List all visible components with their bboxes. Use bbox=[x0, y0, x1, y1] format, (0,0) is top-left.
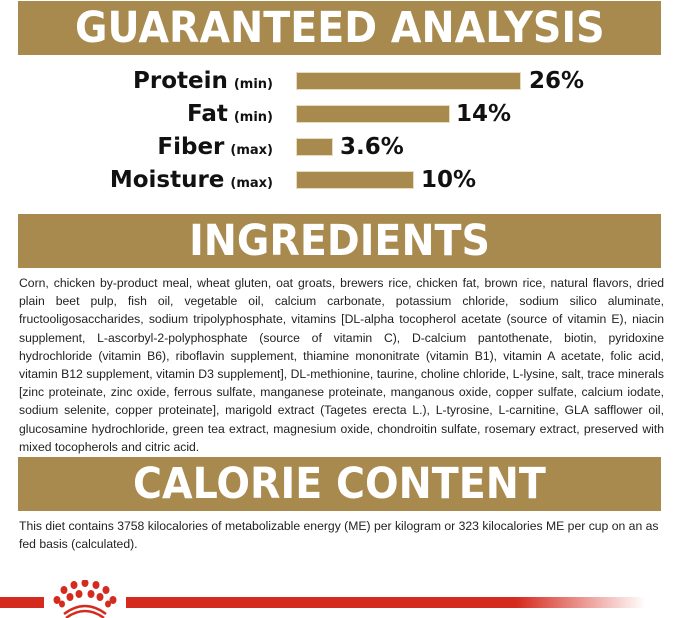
analysis-bar bbox=[296, 138, 333, 156]
nutrient-name: Fiber bbox=[157, 134, 225, 160]
analysis-bar bbox=[296, 72, 521, 90]
brand-line-right bbox=[126, 597, 646, 608]
nutrient-qualifier: (max) bbox=[230, 143, 273, 158]
nutrient-name: Fat bbox=[186, 101, 228, 127]
brand-line-left bbox=[0, 597, 44, 608]
guaranteed-analysis-header: GUARANTEED ANALYSIS bbox=[18, 1, 661, 55]
nutrient-qualifier: (min) bbox=[233, 110, 273, 125]
calorie-content-text: This diet contains 3758 kilocalories of … bbox=[19, 519, 659, 552]
analysis-bar bbox=[296, 105, 450, 123]
calorie-content-header: CALORIE CONTENT bbox=[18, 457, 661, 511]
nutrient-value: 10% bbox=[421, 167, 477, 193]
analysis-bar bbox=[296, 171, 414, 189]
analysis-row-protein: Protein (min) 26% bbox=[0, 66, 679, 96]
nutrient-name: Moisture bbox=[109, 167, 225, 193]
ingredients-text: Corn, chicken by-product meal, wheat glu… bbox=[19, 276, 664, 454]
nutrient-value: 14% bbox=[456, 101, 512, 127]
nutrient-name: Protein bbox=[133, 68, 228, 94]
ingredients-header: INGREDIENTS bbox=[18, 214, 661, 268]
analysis-row-fat: Fat (min) 14% bbox=[0, 99, 679, 129]
royal-canin-crown-icon bbox=[53, 580, 117, 618]
section-title: GUARANTEED ANALYSIS bbox=[74, 3, 605, 53]
nutrient-qualifier: (min) bbox=[233, 77, 273, 92]
analysis-row-fiber: Fiber (max) 3.6% bbox=[0, 132, 679, 162]
nutrient-qualifier: (max) bbox=[230, 176, 273, 191]
section-title: CALORIE CONTENT bbox=[133, 459, 546, 509]
nutrient-value: 3.6% bbox=[340, 134, 404, 160]
analysis-row-moisture: Moisture (max) 10% bbox=[0, 165, 679, 195]
section-title: INGREDIENTS bbox=[189, 216, 490, 266]
nutrient-value: 26% bbox=[529, 68, 585, 94]
